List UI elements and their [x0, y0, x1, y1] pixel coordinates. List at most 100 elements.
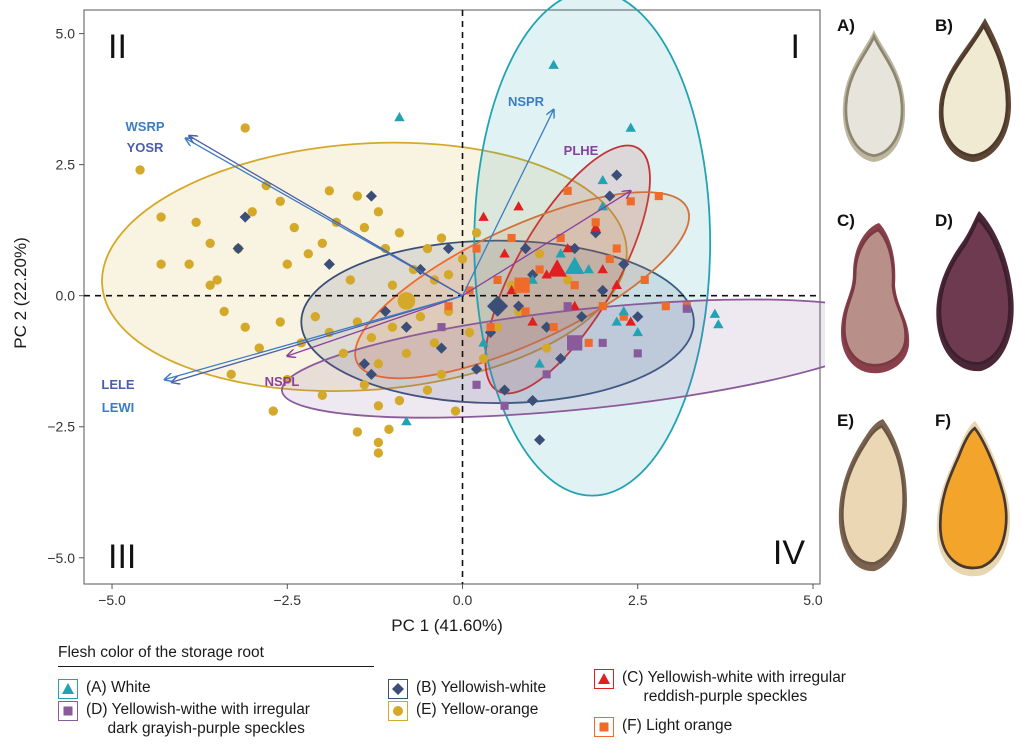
data-point-b: [632, 311, 644, 323]
data-point-e: [275, 196, 285, 207]
data-point-a: [478, 337, 489, 347]
data-point-e: [156, 212, 166, 222]
legend-label: (C) Yellowish-white with irregular reddi…: [622, 669, 846, 705]
loading-vectors: WSRP YOSR NSPR PLHE NSPL LELE LEWI: [101, 94, 630, 415]
photo-letter-label: F): [935, 411, 952, 430]
data-point-e: [226, 369, 236, 379]
data-point-c: [506, 285, 517, 295]
legend-key-square: [594, 717, 614, 737]
confidence-ellipse-b: [300, 239, 695, 405]
photo-letter-label: D): [935, 211, 953, 230]
data-point-c: [562, 243, 573, 253]
data-point-e: [387, 322, 398, 332]
y-tick-label: 2.5: [56, 157, 76, 173]
flesh-color-photos: A) B) C) D) E) F): [825, 10, 1021, 590]
data-point-f: [556, 233, 565, 243]
data-point-b: [379, 305, 391, 317]
root-cross-section-image: [838, 419, 907, 572]
data-point-e: [373, 359, 384, 369]
data-point-e: [338, 348, 349, 359]
data-point-b: [527, 394, 539, 407]
root-cross-section-image: [936, 211, 1014, 372]
data-point-a: [527, 274, 538, 284]
legend-key-diamond: [388, 679, 408, 699]
root-flesh: [842, 228, 907, 367]
data-point-c: [625, 316, 636, 326]
root-flesh: [841, 424, 906, 565]
data-point-a: [597, 174, 608, 185]
data-point-d: [500, 401, 509, 410]
legend-item: (C) Yellowish-white with irregular reddi…: [594, 668, 846, 706]
data-point-e: [268, 406, 278, 416]
quadrant-label-iii: III: [108, 538, 136, 576]
vector-label-lele: LELE: [101, 377, 135, 392]
data-point-a: [401, 416, 412, 426]
group-centroid-e: [397, 292, 416, 310]
data-point-f: [472, 244, 481, 253]
root-flesh: [844, 33, 904, 157]
data-point-e: [205, 238, 215, 248]
data-point-e: [289, 222, 299, 233]
data-point-f: [640, 275, 649, 285]
data-point-c: [597, 264, 608, 274]
group-centroid-c: [547, 259, 568, 277]
legend-item: (F) Light orange: [594, 716, 732, 737]
data-point-e: [324, 186, 335, 196]
root-cross-section-image: [936, 421, 1010, 577]
data-point-f: [654, 192, 663, 201]
data-point-f: [612, 244, 621, 253]
group-centroid-a: [564, 256, 585, 274]
data-point-e: [212, 275, 222, 285]
data-point-e: [394, 395, 405, 406]
data-point-e: [384, 424, 394, 435]
x-tick-label: 2.5: [628, 592, 648, 608]
root-flesh: [938, 217, 1011, 365]
data-point-b: [534, 434, 546, 446]
data-point-e: [219, 306, 229, 317]
data-point-f: [570, 281, 579, 290]
data-point-e: [156, 259, 166, 269]
photo-letter-label: B): [935, 16, 953, 35]
data-point-e: [275, 317, 285, 327]
data-point-c: [569, 300, 580, 310]
data-point-c: [478, 211, 489, 221]
data-point-e: [366, 332, 377, 343]
data-point-e: [240, 322, 250, 332]
legend-title-underline: [58, 666, 374, 668]
data-point-e: [478, 353, 489, 364]
photo-letter-label: E): [837, 411, 854, 430]
data-point-b: [470, 363, 483, 375]
legend-key-square: [58, 701, 78, 721]
data-point-e: [436, 233, 447, 243]
data-point-d: [598, 338, 607, 347]
data-point-e: [429, 338, 440, 348]
confidence-ellipse-a: [473, 0, 712, 497]
data-point-e: [247, 207, 257, 217]
legend: Flesh color of the storage root (A) Whit…: [58, 644, 958, 744]
photo-letter-label: A): [837, 16, 855, 35]
legend-title: Flesh color of the storage root: [58, 644, 264, 661]
root-photo-e: E): [825, 405, 923, 580]
root-photo-a: A): [825, 10, 923, 185]
data-point-e: [373, 448, 384, 458]
vector-label-lewi: LEWI: [102, 400, 135, 415]
x-tick-label: 5.0: [803, 592, 823, 608]
data-point-a: [632, 326, 643, 337]
data-point-e: [492, 322, 503, 332]
data-point-b: [365, 190, 377, 202]
data-point-f: [626, 197, 635, 206]
data-point-f: [465, 286, 474, 295]
vector-label-nspl: NSPL: [265, 374, 300, 389]
data-point-f: [605, 254, 614, 264]
data-point-a: [555, 248, 566, 258]
data-point-d: [437, 323, 446, 332]
legend-item: (B) Yellowish-white: [388, 678, 546, 699]
y-axis-title: PC 2 (22.20%): [11, 237, 30, 349]
data-point-e: [282, 259, 292, 269]
data-point-d: [633, 349, 642, 358]
loading-arrow-wsrp: [186, 138, 463, 297]
vector-label-nspr: NSPR: [508, 94, 545, 109]
root-cross-section-image: [842, 30, 906, 162]
data-point-b: [604, 190, 616, 202]
